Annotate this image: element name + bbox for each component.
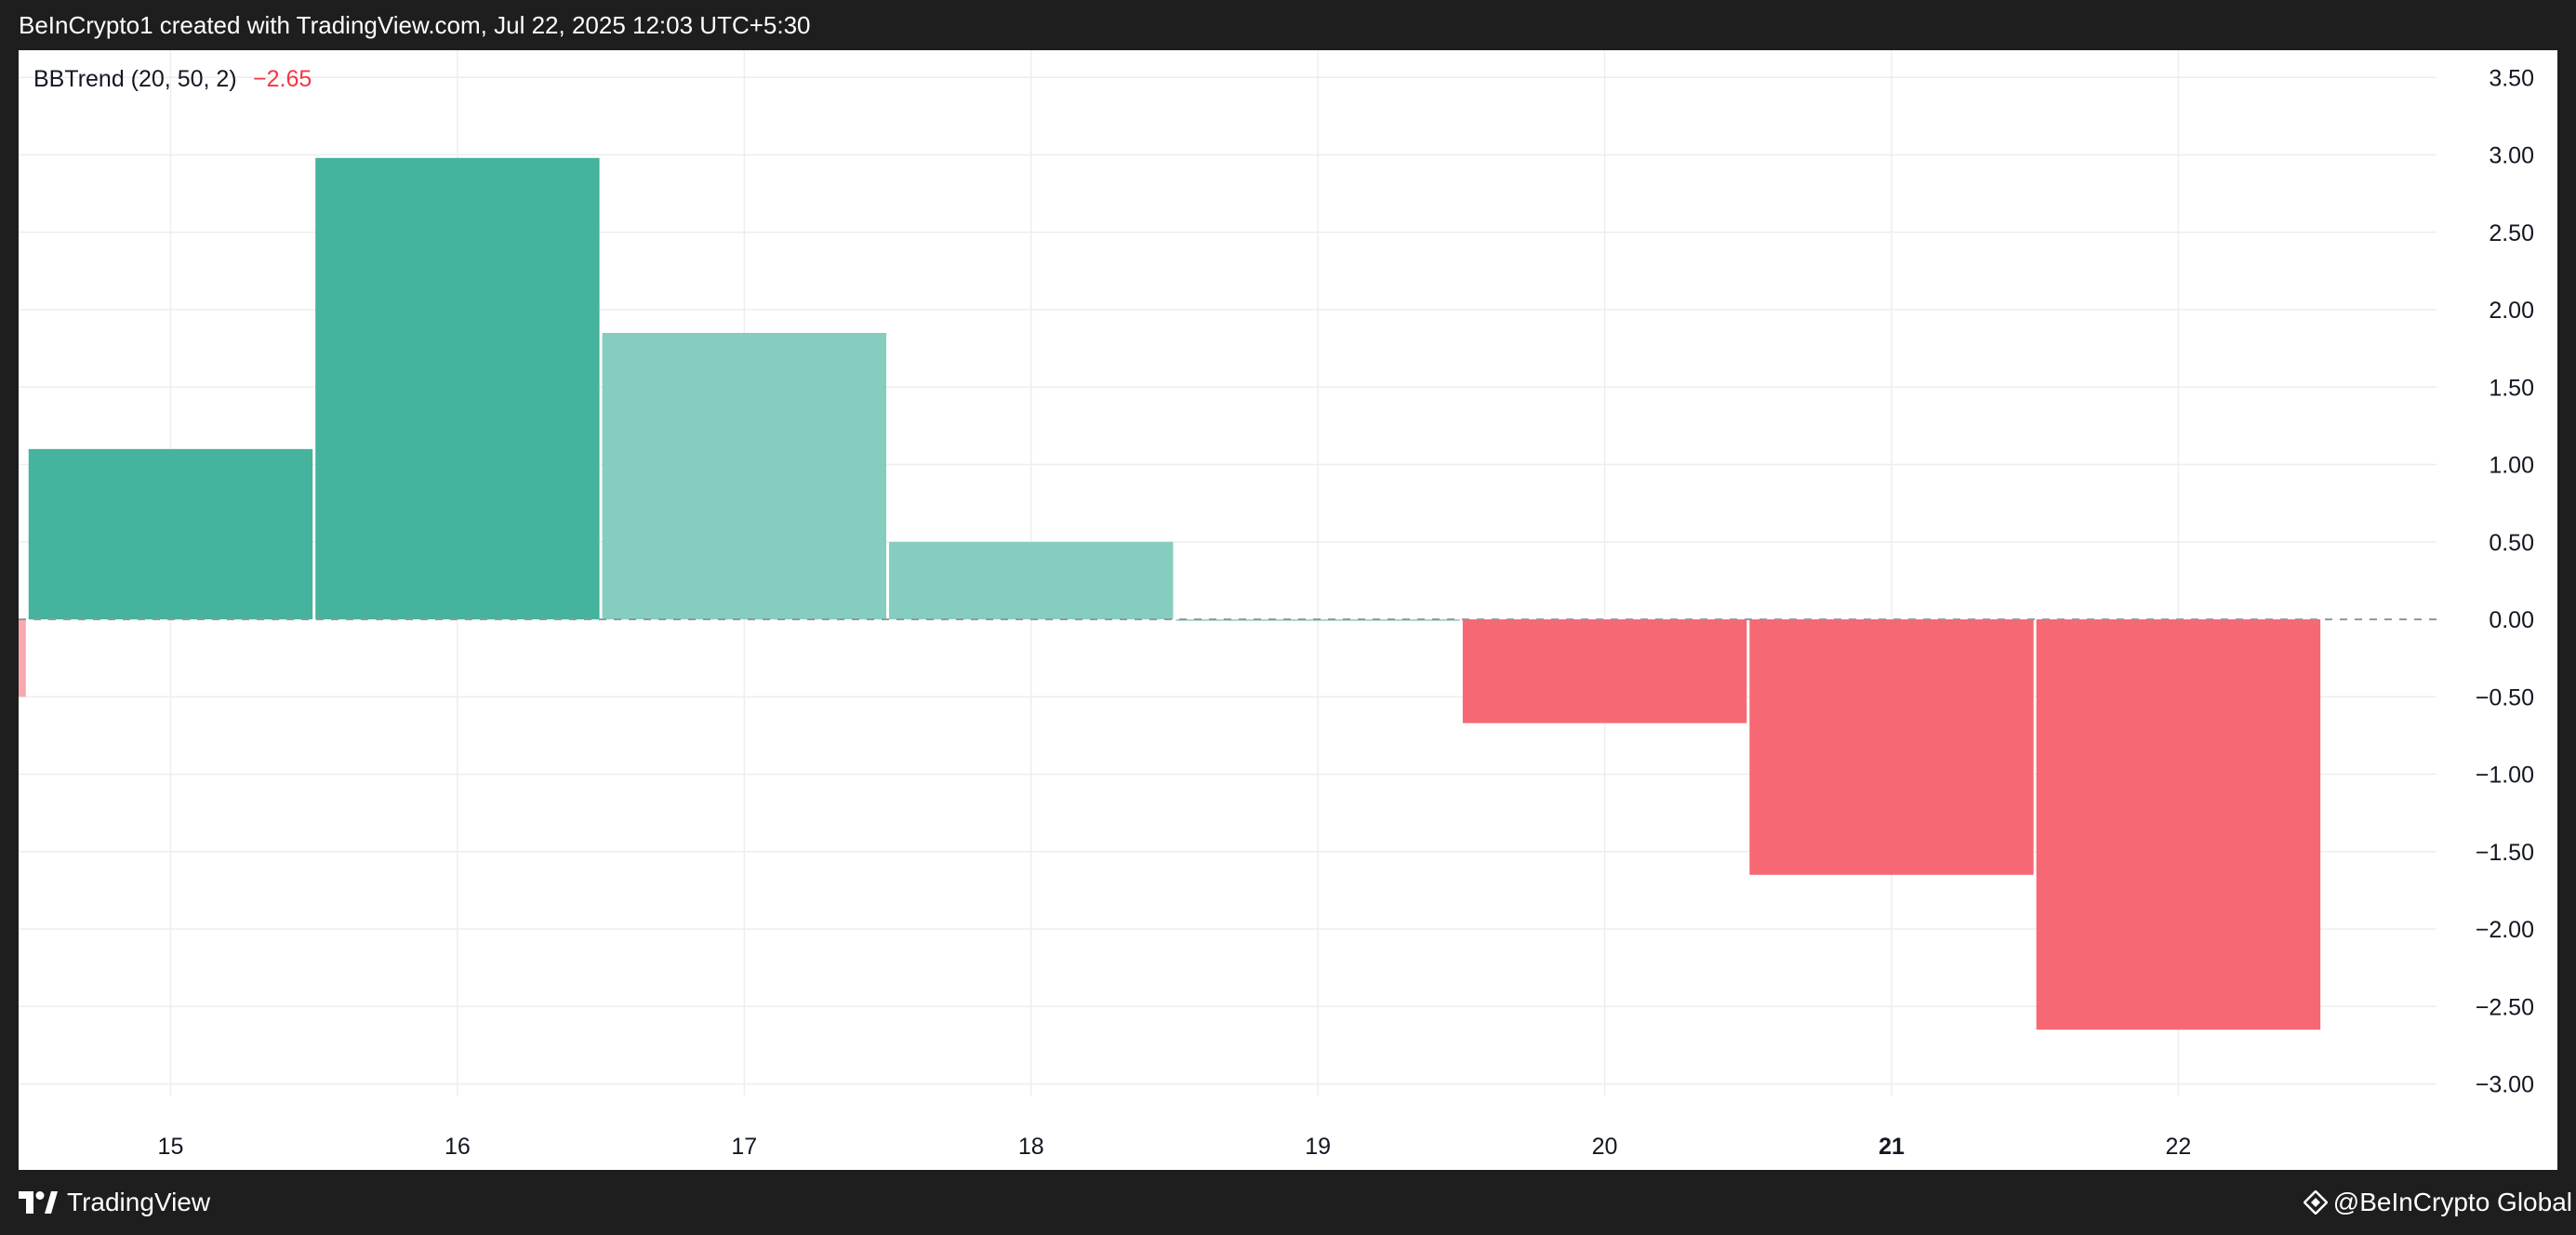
histogram-bar-15[interactable] — [28, 448, 313, 619]
x-tick-label: 19 — [1305, 1134, 1331, 1160]
indicator-value: −2.65 — [253, 66, 312, 92]
histogram-bar-20[interactable] — [1462, 619, 1747, 724]
x-tick-label: 20 — [1592, 1134, 1618, 1160]
histogram-bar-14[interactable] — [19, 619, 26, 697]
y-tick-label: −2.00 — [2476, 917, 2534, 943]
y-tick-label: −3.00 — [2476, 1072, 2534, 1098]
tradingview-logo-icon — [19, 1191, 58, 1214]
y-tick-label: 2.50 — [2489, 220, 2534, 246]
beincrypto-brand[interactable]: @BeInCrypto Global — [2303, 1170, 2572, 1235]
histogram-bar-18[interactable] — [889, 541, 1174, 619]
y-tick-label: 3.50 — [2489, 65, 2534, 91]
histogram-bar-17[interactable] — [602, 332, 887, 619]
histogram-bar-16[interactable] — [315, 157, 600, 619]
brand-name: @BeInCrypto Global — [2332, 1188, 2572, 1216]
chart-area[interactable]: 3.50 3.00 2.50 2.00 1.50 1.00 0.50 0.00 −0.50 −1.… — [19, 50, 2557, 1170]
x-tick-label: 18 — [1018, 1134, 1044, 1160]
y-tick-label: 3.00 — [2489, 143, 2534, 169]
y-tick-label: −1.00 — [2476, 763, 2534, 789]
x-axis-labels: 15 16 17 18 19 20 21 22 — [158, 1134, 2192, 1160]
y-tick-label: −2.50 — [2476, 994, 2534, 1020]
y-tick-label: 0.50 — [2489, 530, 2534, 556]
y-axis-labels: 3.50 3.00 2.50 2.00 1.50 1.00 0.50 0.00 −0.50 −1.… — [2476, 65, 2534, 1097]
y-tick-label: 0.00 — [2489, 607, 2534, 633]
attribution-text: BeInCrypto1 created with TradingView.com… — [19, 11, 811, 39]
y-tick-label: −0.50 — [2476, 684, 2534, 710]
x-tick-label: 15 — [158, 1134, 184, 1160]
indicator-name: BBTrend (20, 50, 2) — [33, 66, 237, 92]
platform-name: TradingView — [67, 1188, 211, 1216]
tradingview-logo[interactable]: TradingView — [19, 1170, 210, 1235]
x-tick-label: 17 — [731, 1134, 757, 1160]
x-tick-label: 22 — [2166, 1134, 2192, 1160]
chart-header: BeInCrypto1 created with TradingView.com… — [0, 0, 2576, 50]
y-tick-label: 1.50 — [2489, 375, 2534, 401]
histogram-bars — [19, 157, 2321, 1030]
y-tick-label: 1.00 — [2489, 453, 2534, 479]
y-tick-label: −1.50 — [2476, 840, 2534, 866]
x-tick-label: 16 — [445, 1134, 471, 1160]
histogram-bar-21[interactable] — [1749, 619, 2034, 875]
indicator-legend[interactable]: BBTrend (20, 50, 2) −2.65 — [33, 66, 312, 92]
histogram-bar-22[interactable] — [2036, 619, 2321, 1030]
beincrypto-logo-icon — [2303, 1190, 2328, 1215]
x-tick-label: 21 — [1879, 1134, 1905, 1160]
y-tick-label: 2.00 — [2489, 298, 2534, 324]
bbtrend-histogram[interactable]: 3.50 3.00 2.50 2.00 1.50 1.00 0.50 0.00 −0.50 −1.… — [19, 50, 2557, 1170]
chart-footer: TradingView @BeInCrypto Global — [0, 1170, 2576, 1235]
